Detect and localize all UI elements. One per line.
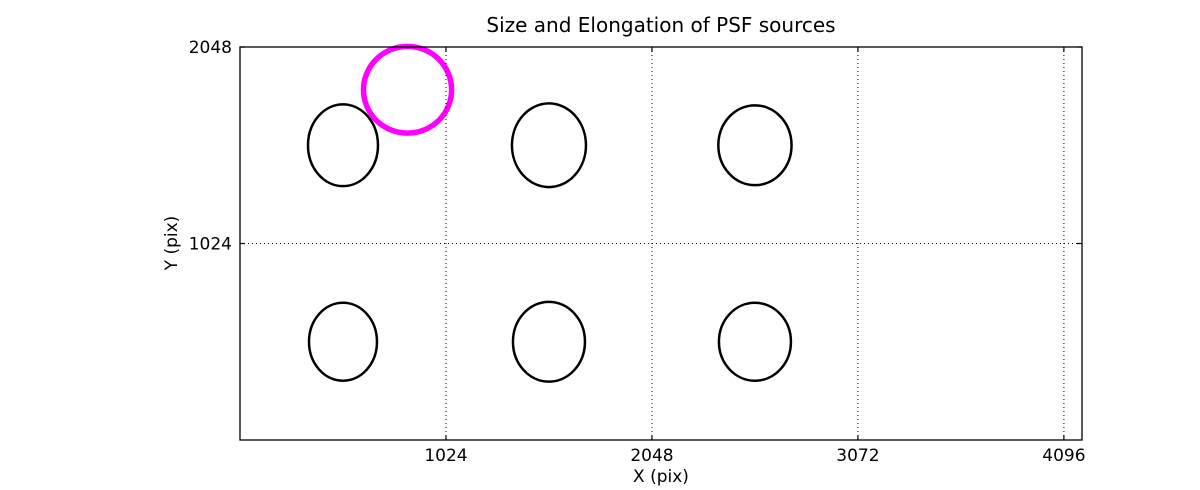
psf-ellipse [510,102,588,189]
psf-ellipse [307,301,379,382]
x-tick-label: 3072 [836,446,879,466]
x-axis-label: X (pix) [633,467,689,487]
x-tick-label: 4096 [1042,446,1085,466]
x-tick-label: 1024 [424,446,467,466]
x-tick-label: 2048 [630,446,673,466]
psf-ellipse [306,103,380,188]
psf-ellipse [717,104,793,187]
psf-ellipse [511,300,587,383]
psf-ellipse [717,301,793,382]
y-tick-label: 1024 [189,235,232,255]
highlight-ellipse [360,43,455,136]
y-tick-label: 2048 [189,38,232,58]
y-axis-label: Y (pix) [162,215,182,271]
plot-title: Size and Elongation of PSF sources [486,13,836,37]
